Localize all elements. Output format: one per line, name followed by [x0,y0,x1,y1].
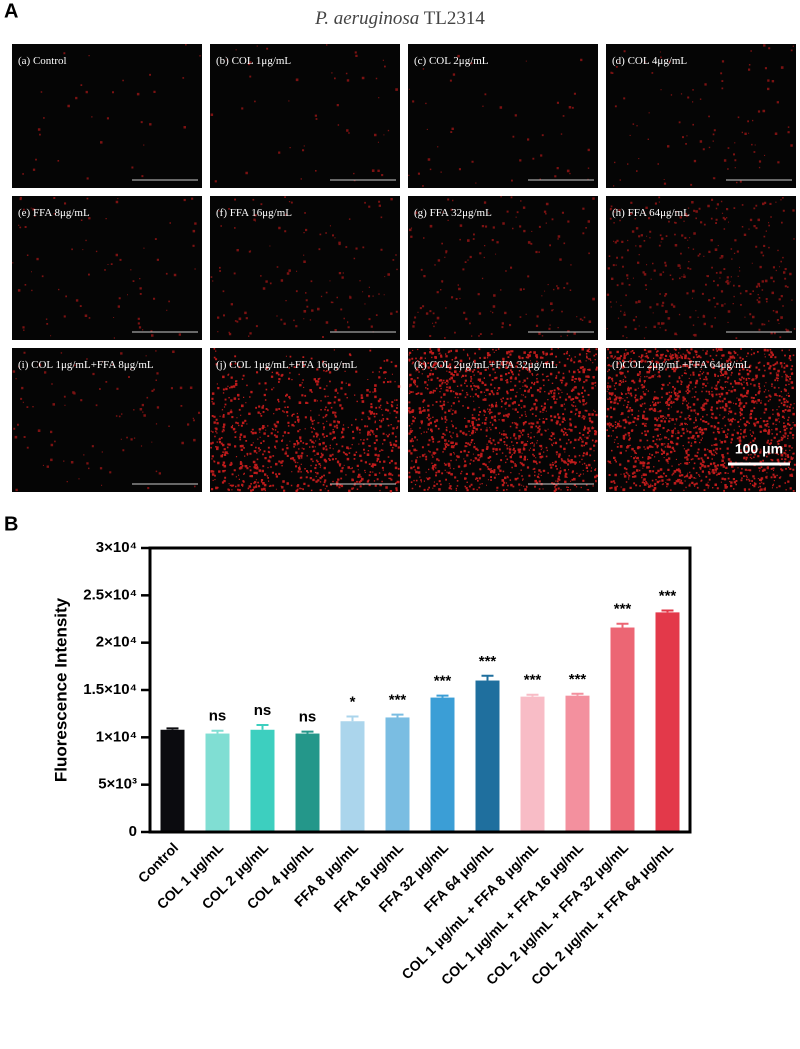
error-bar [166,727,179,730]
y-tick-label: 5×10³ [98,776,137,793]
panel-label: (l)COL 2μg/mL+FFA 64μg/mL [612,359,751,371]
micrograph [12,44,202,188]
bar [610,627,635,832]
bar [475,680,500,832]
panel-label: (i) COL 1μg/mL+FFA 8μg/mL [18,359,154,371]
y-tick-label: 3×10⁴ [96,539,137,556]
fluorescence-dots [606,348,797,492]
error-bar [526,693,539,697]
error-bar [346,715,359,722]
error-bar [571,692,584,696]
significance-label: *** [524,672,542,689]
significance-label: ns [254,702,272,719]
panel-label: (e) FFA 8μg/mL [18,207,90,219]
micrograph [408,196,598,340]
significance-label: *** [479,653,497,670]
panel-label: (k) COL 2μg/mL+FFA 32μg/mL [414,359,558,371]
error-bar [301,730,314,734]
scale-bar-label: 100 μm [735,441,783,457]
y-tick-label: 2×10⁴ [96,634,137,651]
bar [205,733,230,832]
fluorescence-dots [408,348,598,493]
bar [655,612,680,832]
significance-label: *** [614,601,632,618]
figure-label: B [4,513,18,535]
bar [520,696,545,832]
bar [385,717,410,832]
panel-label: (f) FFA 16μg/mL [216,207,292,219]
bar [160,729,185,832]
error-bar [256,724,269,730]
significance-label: * [350,693,356,710]
micrograph [12,196,202,340]
panel-label: (h) FFA 64μg/mL [612,207,690,219]
axes [148,546,692,834]
y-tick-label: 0 [129,823,137,840]
panel-label: (c) COL 2μg/mL [414,55,489,67]
micrograph [606,196,796,340]
error-bar [616,622,629,628]
panel-label: (b) COL 1μg/mL [216,55,291,67]
micrograph [408,44,598,188]
y-tick-label: 1.5×10⁴ [83,681,137,698]
micrograph [210,44,400,188]
fluorescence-dots [210,348,401,493]
error-bar [436,694,449,698]
panel-label: (j) COL 1μg/mL+FFA 16μg/mL [216,359,357,371]
significance-label: *** [569,671,587,688]
significance-label: ns [209,708,227,725]
microscopy-title: P. aeruginosa TL2314 [314,8,485,29]
significance-label: ns [299,709,317,726]
strain: TL2314 [424,8,486,29]
y-axis-label: Fluorescence Intensity [51,597,70,782]
bar [340,721,365,832]
micrograph [606,44,796,188]
panel-label: (a) Control [18,55,67,67]
micrograph [210,196,400,340]
significance-label: *** [659,587,677,604]
error-bar [661,609,674,613]
micrograph [12,348,202,492]
significance-label: *** [434,673,452,690]
error-bar [211,729,224,734]
bar [565,695,590,832]
significance-label: *** [389,692,407,709]
figure-label: A [4,0,18,22]
panel-label: (d) COL 4μg/mL [612,55,687,67]
bar [430,697,455,832]
panel-label: (g) FFA 32μg/mL [414,207,492,219]
y-tick-label: 2.5×10⁴ [83,586,137,603]
bar [250,729,275,832]
y-tick-label: 1×10⁴ [96,728,137,745]
bar [295,733,320,832]
error-bar [481,674,494,681]
species: P. aeruginosa [314,8,419,29]
error-bar [391,713,404,718]
